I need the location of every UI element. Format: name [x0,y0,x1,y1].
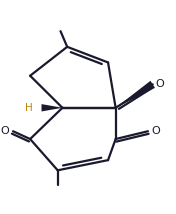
Text: O: O [1,126,9,136]
Text: O: O [155,79,164,89]
Text: H: H [25,103,33,113]
Polygon shape [42,104,62,111]
Text: O: O [152,126,160,136]
Polygon shape [116,81,155,108]
